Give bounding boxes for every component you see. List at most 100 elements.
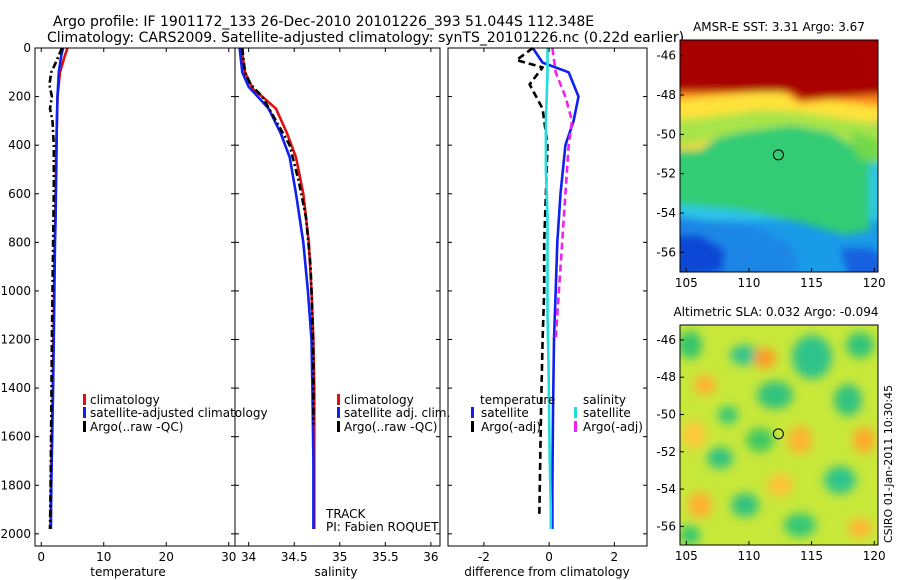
temperature-series [48, 47, 69, 530]
sla-blob [848, 518, 872, 538]
temperature-xlabel: temperature [90, 565, 165, 579]
sla-heatmap [680, 325, 878, 545]
temperature-legend: climatology satellite-adjusted climatolo… [83, 393, 268, 434]
x-tick-label: 10 [96, 550, 111, 564]
sla-blob [707, 447, 733, 469]
y-tick-label: 2000 [0, 527, 31, 541]
legend-swatch-satellite [83, 407, 86, 418]
legend-swatch-argo [83, 421, 86, 432]
map-x-tick-label: 120 [863, 276, 886, 290]
map-y-tick-label: -48 [656, 88, 676, 102]
sla-map-title: Altimetric SLA: 0.032 Argo: -0.094 [673, 305, 878, 319]
sla-blob [688, 492, 712, 518]
map-x-tick-label: 115 [800, 549, 823, 563]
salinity-axes-frame [234, 47, 441, 547]
map-y-tick-label: -52 [656, 445, 676, 459]
sla-blob [788, 426, 812, 454]
series-line-satellite-adjusted-climatology [49, 47, 65, 530]
sla-blob [824, 466, 856, 494]
map-y-tick-label: -54 [656, 482, 676, 496]
sst-map-panel: AMSR-E SST: 3.31 Argo: 3.67 105 110 115 120… [656, 20, 885, 290]
temperature-panel: 0 10 20 30 0 200 400 600 800 1000 1200 1400 1600 1800… [0, 41, 267, 579]
legend-swatch-argo [337, 421, 340, 432]
x-tick-label: -2 [478, 550, 490, 564]
sst-blob [850, 130, 878, 165]
sla-blob [731, 493, 759, 517]
difference-panel: -2 0 2 temperature satellite Argo(-adj) sa… [447, 46, 648, 579]
sla-blob [730, 345, 760, 365]
sla-map-ticks: 105 110 115 120 -46 -48 -50 -52 -54 -56 [656, 333, 885, 563]
sst-map-frame [679, 39, 879, 273]
map-y-tick-label: -46 [656, 333, 676, 347]
sst-blob [790, 83, 878, 100]
temperature-axes-frame [34, 47, 236, 547]
legend-label-climatology: climatology [90, 393, 160, 407]
map-y-tick-label: -46 [656, 49, 676, 63]
legend-swatch-sal-satellite [574, 407, 577, 418]
map-x-tick-label: 110 [737, 549, 760, 563]
salinity-panel: 34 34.5 35 35.5 36 climatology satellite adj… [234, 47, 450, 579]
sst-blob [680, 40, 878, 92]
argo-position-marker [772, 149, 784, 161]
legend-label-temp-argo: Argo(-adj) [481, 420, 541, 434]
legend-swatch-sal-argo [574, 421, 577, 432]
x-tick-label: 35 [332, 550, 347, 564]
difference-axes-frame [447, 47, 648, 547]
salinity-ticks: 34 34.5 35 35.5 36 [235, 47, 440, 564]
y-tick-label: 1000 [0, 284, 31, 298]
sst-blob [680, 115, 870, 235]
sst-map-ticks: 105 110 115 120 -46 -48 -50 -52 -54 -56 [656, 49, 885, 290]
sst-heatmap [680, 40, 878, 272]
sla-blob [718, 406, 738, 424]
y-tick-label: 600 [8, 187, 31, 201]
map-y-tick-label: -56 [656, 245, 676, 259]
title-line-1: Argo profile: IF 1901172_133 26-Dec-2010… [53, 14, 594, 30]
series-line-climatology [240, 47, 316, 529]
x-tick-label: 0 [545, 550, 553, 564]
map-y-tick-label: -50 [656, 407, 676, 421]
legend-title-salinity: salinity [583, 393, 626, 407]
legend-label-sal-argo: Argo(-adj) [583, 420, 643, 434]
map-y-tick-label: -48 [656, 370, 676, 384]
legend-label-temp-satellite: satellite [481, 406, 529, 420]
sla-blob [846, 332, 874, 358]
series-line-argo-raw-qc- [48, 47, 64, 530]
sla-map-panel: Altimetric SLA: 0.032 Argo: -0.094 [656, 305, 885, 563]
legend-swatch-climatology [337, 394, 340, 405]
map-x-tick-label: 105 [675, 549, 698, 563]
x-tick-label: 0 [37, 550, 45, 564]
x-tick-label: 35.5 [372, 550, 399, 564]
legend-swatch-temp-satellite [471, 407, 474, 418]
legend-title-temperature: temperature [480, 393, 555, 407]
y-tick-label: 400 [8, 138, 31, 152]
x-tick-label: 30 [221, 550, 236, 564]
sst-map-title: AMSR-E SST: 3.31 Argo: 3.67 [693, 20, 865, 34]
y-tick-label: 1400 [0, 381, 31, 395]
legend-label-satellite: satellite-adjusted climatology [90, 406, 268, 420]
sst-field [680, 40, 878, 272]
legend-swatch-climatology [83, 394, 86, 405]
y-tick-label: 200 [8, 90, 31, 104]
y-tick-label: 800 [8, 235, 31, 249]
sla-blob [680, 331, 702, 359]
sla-blob [853, 427, 875, 453]
x-tick-label: 20 [159, 550, 174, 564]
track-annotation: TRACK [325, 507, 367, 521]
salinity-legend: climatology satellite adj. clim. Argo(..… [337, 393, 450, 434]
legend-label-sal-satellite: satellite [583, 406, 631, 420]
difference-legend: temperature satellite Argo(-adj) salinit… [471, 393, 643, 434]
y-tick-label: 0 [23, 41, 31, 55]
legend-swatch-temp-argo [471, 421, 474, 432]
series-line-salinity-argo-adj- [551, 47, 574, 340]
temperature-ticks: 0 10 20 30 0 200 400 600 800 1000 1200 1400 1600 1800… [0, 41, 236, 564]
sla-field [680, 331, 875, 545]
sla-blob [834, 384, 862, 416]
map-x-tick-label: 105 [675, 276, 698, 290]
legend-label-climatology: climatology [344, 393, 414, 407]
sla-background [680, 325, 878, 545]
legend-label-satellite: satellite adj. clim. [344, 406, 450, 420]
y-tick-label: 1600 [0, 430, 31, 444]
series-line-argo-raw-qc- [241, 47, 315, 425]
sla-blob [792, 335, 832, 379]
timestamp-stamp: CSIRO 01-Jan-2011 10:30:45 [882, 385, 895, 543]
